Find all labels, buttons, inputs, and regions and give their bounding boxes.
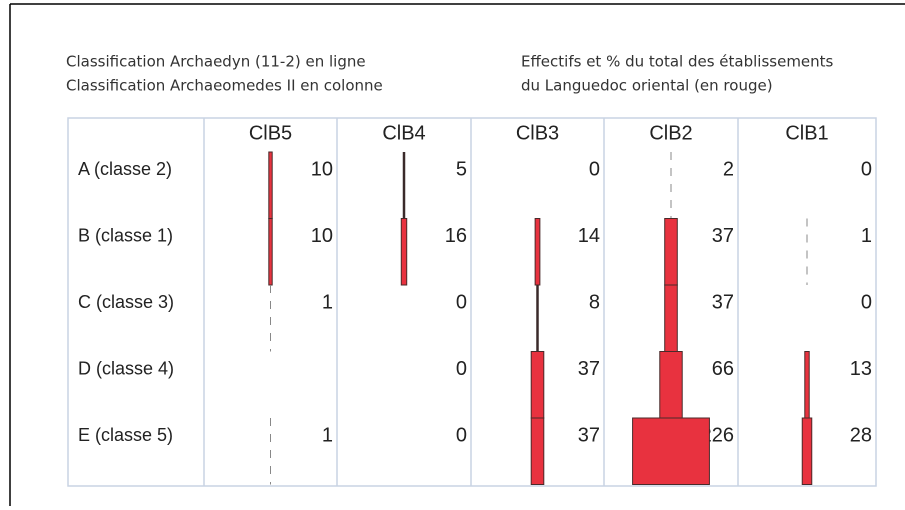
bar <box>804 351 810 419</box>
bar <box>664 218 678 286</box>
bar <box>530 417 545 485</box>
bar <box>534 218 541 286</box>
cell-value: 16 <box>445 225 467 247</box>
row-label: A (classe 2) <box>78 159 172 179</box>
bar <box>530 351 545 419</box>
cell-value: 28 <box>850 424 872 446</box>
cell-value: 5 <box>456 158 467 180</box>
bar <box>659 351 683 419</box>
column-header: ClB5 <box>249 122 292 144</box>
cell-value: 0 <box>861 291 872 313</box>
cell-value: 0 <box>456 291 467 313</box>
cell-value: 14 <box>578 225 600 247</box>
cell-value: 13 <box>850 358 872 380</box>
subtitle-line: Effectifs et % du total des établissemen… <box>521 53 834 71</box>
cell-value: 10 <box>311 225 333 247</box>
row-label: E (classe 5) <box>78 425 173 445</box>
cell-value: 2 <box>723 158 734 180</box>
cell-value: 0 <box>589 158 600 180</box>
column-header: ClB1 <box>785 122 828 144</box>
cell-value: 37 <box>578 358 600 380</box>
row-label: D (classe 4) <box>78 358 174 378</box>
row-label: C (classe 3) <box>78 292 174 312</box>
cell-value: 8 <box>589 291 600 313</box>
bar <box>268 218 273 286</box>
cell-value: 1 <box>322 424 333 446</box>
table-box <box>67 117 877 487</box>
bar <box>801 417 813 485</box>
cell-value: 1 <box>861 225 872 247</box>
column-header: ClB2 <box>649 122 692 144</box>
cell-value: 37 <box>712 291 734 313</box>
bar <box>400 218 408 286</box>
bar <box>664 284 678 352</box>
cell-value: 1 <box>322 291 333 313</box>
cell-value: 0 <box>456 358 467 380</box>
cell-value: 66 <box>712 358 734 380</box>
cell-value: 37 <box>712 225 734 247</box>
title-line: Classification Archaedyn (11-2) en ligne <box>66 53 366 71</box>
bar <box>632 417 710 485</box>
title-line: Classification Archaeomedes II en colonn… <box>66 77 383 95</box>
cell-value: 0 <box>456 424 467 446</box>
subtitle-line: du Languedoc oriental (en rouge) <box>521 77 773 95</box>
cell-value: 10 <box>311 158 333 180</box>
column-header: ClB3 <box>516 122 559 144</box>
cell-value: 0 <box>861 158 872 180</box>
bar <box>268 151 273 219</box>
column-header: ClB4 <box>382 122 425 144</box>
row-label: B (classe 1) <box>78 225 173 245</box>
cell-value: 37 <box>578 424 600 446</box>
